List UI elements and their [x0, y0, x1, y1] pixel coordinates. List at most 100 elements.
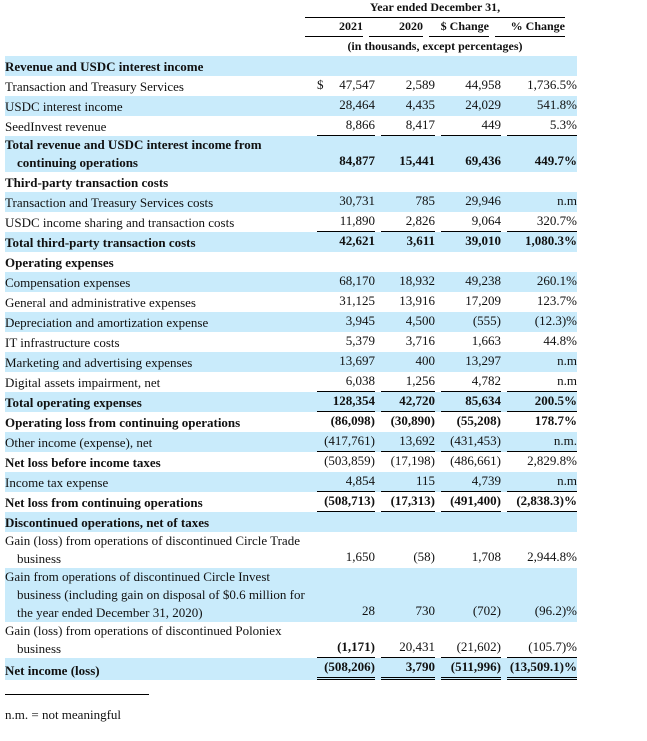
percent-change-cell [507, 252, 577, 272]
value-2020-value: 400 [415, 353, 436, 368]
dollar-change-value: 69,436 [465, 153, 501, 168]
dollar-change-cell: 4,782 [441, 372, 501, 392]
table-row: USDC interest income 28,464 4,435 24,029 541… [5, 96, 577, 116]
table-row: Income tax expense 4,854 115 4,739 n.m [5, 472, 577, 492]
percent-change-cell [507, 56, 577, 76]
table-row: Depreciation and amortization expense 3,9… [5, 312, 577, 332]
table-row: Total third-party transaction costs 42,62… [5, 232, 577, 252]
value-2020-cell [381, 252, 435, 272]
percent-change-value: 5.3% [549, 117, 577, 132]
percent-change-value: (105.7)% [528, 639, 577, 654]
value-2021-cell: 84,877 [317, 136, 375, 172]
percent-change-value: 123.7% [536, 293, 577, 308]
income-statement-table: Revenue and USDC interest income Transact… [5, 56, 577, 680]
percent-change-value: 260.1% [536, 273, 577, 288]
value-2021-value: 68,170 [339, 273, 375, 288]
column-gap [501, 568, 507, 622]
value-2021-value: 4,854 [345, 473, 375, 488]
column-gap [375, 658, 381, 680]
column-gap [375, 192, 381, 212]
table-row: SeedInvest revenue 8,866 8,417 449 5.3% [5, 116, 577, 136]
value-2021-cell: 31,125 [317, 292, 375, 312]
dollar-change-value: 85,634 [465, 393, 501, 408]
dollar-change-cell: 29,946 [441, 192, 501, 212]
table-row: Net income (loss) (508,206) 3,790 (511,996)… [5, 658, 577, 680]
value-2021-value: 30,731 [339, 193, 375, 208]
table-row: Operating expenses [5, 252, 577, 272]
value-2021-value: 84,877 [339, 153, 375, 168]
dollar-change-cell: 4,739 [441, 472, 501, 492]
value-2021-value: 13,697 [339, 353, 375, 368]
value-2021-cell: 30,731 [317, 192, 375, 212]
dollar-change-value: (55,208) [456, 413, 501, 428]
percent-change-value: 2,944.8% [527, 549, 577, 564]
value-2020-cell: 1,256 [381, 372, 435, 392]
value-2020-value: 18,932 [399, 273, 435, 288]
dollar-change-value: (555) [472, 313, 501, 328]
column-gap [501, 312, 507, 332]
table-row: Compensation expenses 68,170 18,932 49,238 2… [5, 272, 577, 292]
value-2020-cell: 115 [381, 472, 435, 492]
column-gap [435, 352, 441, 372]
value-2021-value: (503,859) [324, 453, 375, 468]
dollar-change-value: (491,400) [450, 493, 501, 508]
column-header-2020: 2020 [369, 19, 423, 37]
row-label: Gain (loss) from operations of discontin… [5, 623, 282, 656]
percent-change-cell: (12.3)% [507, 312, 577, 332]
value-2020-cell: 8,417 [381, 116, 435, 136]
table-row: Gain from operations of discontinued Cir… [5, 568, 577, 622]
value-2020-cell: (17,198) [381, 452, 435, 472]
table-row: Revenue and USDC interest income [5, 56, 577, 76]
dollar-change-value: 44,958 [465, 77, 501, 92]
value-2021-value: 3,945 [345, 313, 375, 328]
column-gap [501, 512, 507, 532]
value-2020-value: 785 [415, 193, 436, 208]
footnote: n.m. = not meaningful [5, 707, 122, 722]
dollar-change-value: 4,782 [471, 373, 501, 388]
percent-change-cell: n.m [507, 192, 577, 212]
percent-change-cell: n.m [507, 372, 577, 392]
percent-change-cell: 449.7% [507, 136, 577, 172]
value-2020-value: 2,826 [405, 213, 435, 228]
row-label: Digital assets impairment, net [5, 375, 161, 390]
row-label: Other income (expense), net [5, 432, 317, 452]
row-label: USDC interest income [5, 96, 317, 116]
value-2020-cell: 3,716 [381, 332, 435, 352]
column-gap [501, 658, 507, 680]
column-gap [375, 392, 381, 412]
percent-change-cell: n.m [507, 352, 577, 372]
percent-change-value: 1,080.3% [525, 233, 577, 248]
percent-change-cell: 1,080.3% [507, 232, 577, 252]
value-2021-cell: 42,621 [317, 232, 375, 252]
value-2020-cell [381, 512, 435, 532]
value-2021-cell: 6,038 [317, 372, 375, 392]
dollar-change-value: 29,946 [465, 193, 501, 208]
column-gap [435, 312, 441, 332]
row-label: SeedInvest revenue [5, 119, 107, 134]
percent-change-cell: 178.7% [507, 412, 577, 432]
value-2020-cell: 42,720 [381, 392, 435, 412]
dollar-change-cell: (702) [441, 568, 501, 622]
percent-change-cell: 123.7% [507, 292, 577, 312]
dollar-change-cell: 9,064 [441, 212, 501, 232]
table-row: Net loss from continuing operations (508,… [5, 492, 577, 512]
column-gap [501, 272, 507, 292]
percent-change-cell: (13,509.1)% [507, 658, 577, 680]
value-2021-value: (86,098) [330, 413, 375, 428]
value-2021-cell: 4,854 [317, 472, 375, 492]
row-label: Total revenue and USDC interest income f… [5, 136, 317, 172]
percent-change-cell: 44.8% [507, 332, 577, 352]
dollar-change-cell: (55,208) [441, 412, 501, 432]
column-gap [435, 192, 441, 212]
column-gap [435, 56, 441, 76]
percent-change-value: (2,838.3)% [516, 493, 577, 508]
table-row: Marketing and advertising expenses 13,697… [5, 352, 577, 372]
row-label: USDC income sharing and transaction cost… [5, 215, 235, 230]
percent-change-value: 449.7% [534, 153, 577, 168]
column-gap [501, 392, 507, 412]
column-header-2021: 2021 [305, 19, 363, 37]
period-header: Year ended December 31, [305, 0, 565, 18]
value-2020-cell: (58) [381, 532, 435, 568]
value-2020-cell [381, 172, 435, 192]
percent-change-cell [507, 512, 577, 532]
